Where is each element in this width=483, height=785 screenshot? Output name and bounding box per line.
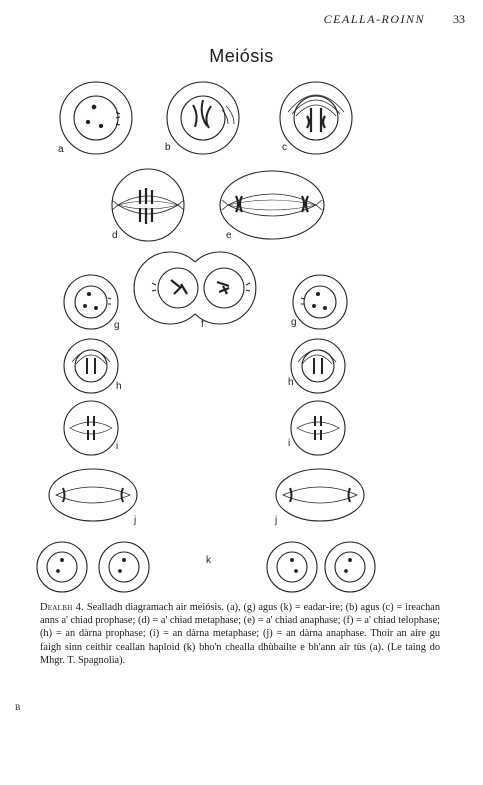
label-h-right: h xyxy=(288,377,294,388)
cells-k xyxy=(36,541,376,593)
cell-h-left xyxy=(63,338,119,394)
running-title: CEALLA-ROINN xyxy=(323,12,425,26)
cell-h-right xyxy=(290,338,346,394)
cell-j-right xyxy=(275,468,365,522)
cell-g-left xyxy=(63,274,119,330)
label-g-left: g xyxy=(114,320,120,331)
meiosis-diagram: a b c d e f g g h h i i j j k xyxy=(36,81,376,593)
label-h-left: h xyxy=(116,381,122,392)
figure-title: Meiósis xyxy=(209,46,274,66)
cell-i-left xyxy=(63,400,119,456)
label-e: e xyxy=(226,230,232,241)
cell-j-left xyxy=(48,468,138,522)
cell-a xyxy=(59,81,133,155)
cell-d xyxy=(111,168,185,242)
label-c: c xyxy=(282,142,287,153)
cell-i-right xyxy=(290,400,346,456)
cell-e xyxy=(219,170,325,240)
signature-mark: B xyxy=(15,703,21,712)
label-d: d xyxy=(112,230,118,241)
label-f: f xyxy=(201,319,204,330)
cell-c xyxy=(279,81,353,155)
label-i-left: i xyxy=(116,441,118,452)
label-j-left: j xyxy=(133,515,136,526)
cell-b xyxy=(166,81,240,155)
cell-f xyxy=(133,251,257,325)
label-b: b xyxy=(165,142,171,153)
label-j-right: j xyxy=(274,515,277,526)
label-a: a xyxy=(58,144,64,155)
page-number: 33 xyxy=(453,12,465,26)
cell-g-right xyxy=(292,274,348,330)
caption-text: Sealladh diagramach air meiósis. (a), (g… xyxy=(40,602,441,666)
label-g-right: g xyxy=(291,317,297,328)
figure-caption: Dealbh 4. Sealladh diagramach air meiósi… xyxy=(40,601,440,667)
caption-lead: Dealbh 4. xyxy=(40,602,85,613)
label-k: k xyxy=(206,555,212,566)
label-i-right: i xyxy=(288,438,290,449)
